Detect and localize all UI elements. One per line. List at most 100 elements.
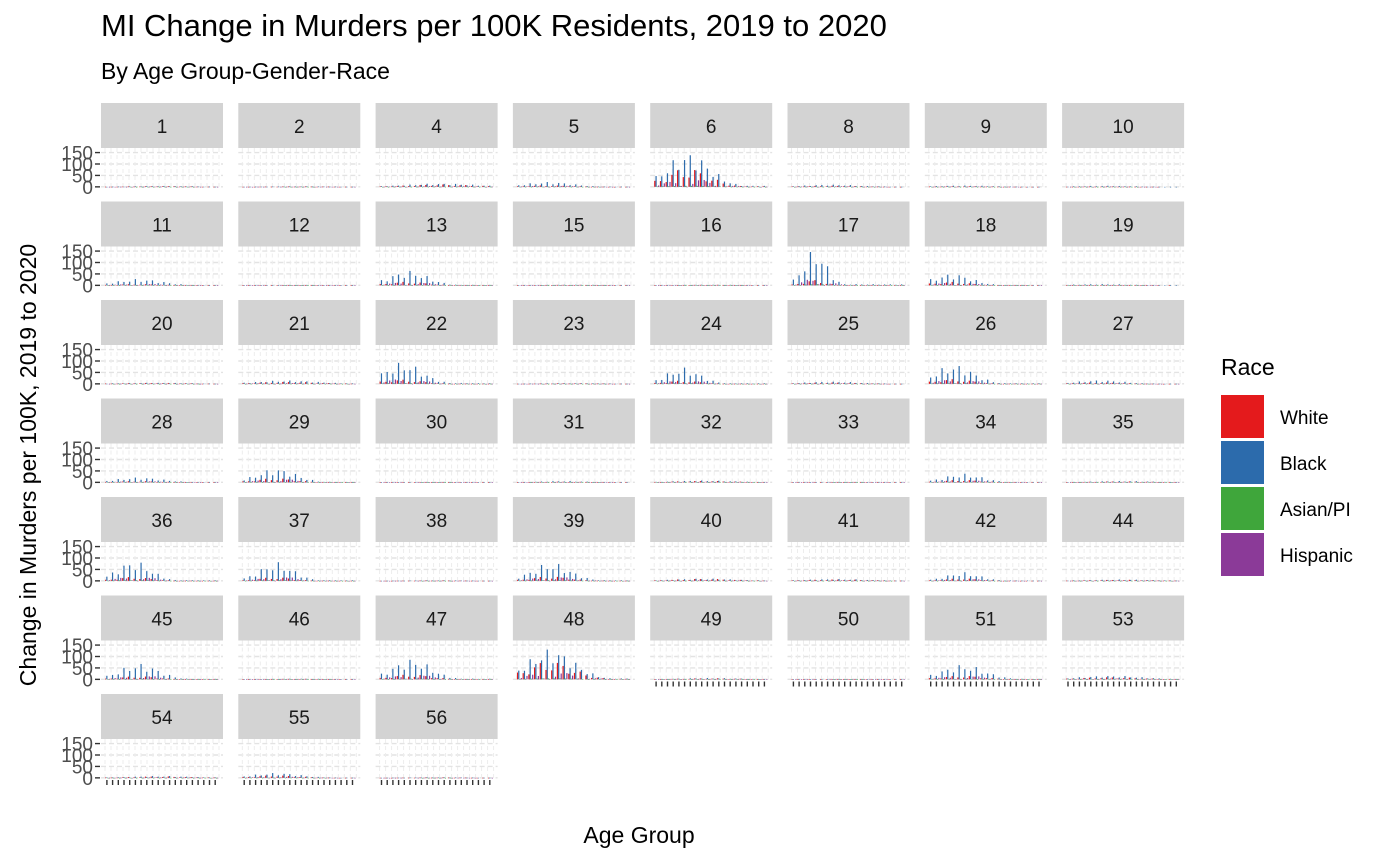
data-bar	[806, 482, 808, 483]
data-bar	[163, 776, 165, 778]
data-bar	[1141, 186, 1143, 188]
data-bar	[193, 679, 195, 680]
data-bar	[113, 777, 115, 779]
data-bar	[708, 482, 710, 483]
data-bar	[1138, 383, 1140, 385]
data-bar	[394, 580, 396, 582]
data-bar	[579, 284, 581, 286]
data-bar	[606, 186, 608, 188]
data-bar	[697, 580, 700, 582]
data-bar	[313, 186, 315, 188]
data-bar	[679, 679, 681, 680]
data-bar	[835, 482, 837, 483]
data-bar	[105, 383, 107, 385]
data-bar	[875, 679, 877, 680]
data-bar	[173, 678, 175, 680]
data-bar	[722, 481, 724, 483]
data-bar	[465, 285, 467, 286]
data-bar	[400, 186, 402, 188]
data-bar	[379, 381, 381, 384]
data-bar	[389, 283, 391, 286]
data-bar	[762, 580, 764, 582]
data-bar	[600, 186, 602, 188]
data-bar	[566, 577, 568, 581]
data-bar	[158, 285, 161, 286]
data-bar	[139, 579, 141, 581]
facet-strip	[787, 497, 910, 542]
data-bar	[966, 284, 968, 286]
data-bar	[165, 777, 167, 779]
data-bar	[723, 579, 726, 581]
data-bar	[129, 281, 131, 286]
data-bar	[301, 580, 304, 582]
data-bar	[569, 571, 571, 581]
data-bar	[1121, 678, 1123, 680]
data-bar	[1085, 482, 1087, 483]
data-bar	[182, 186, 185, 188]
data-bar	[848, 482, 850, 483]
data-bar	[623, 679, 625, 680]
data-bar	[380, 580, 383, 582]
data-bar	[989, 186, 991, 188]
data-bar	[1104, 679, 1106, 680]
data-bar	[974, 480, 976, 483]
data-bar	[600, 285, 602, 286]
data-bar	[246, 481, 248, 483]
data-bar	[114, 186, 116, 188]
data-bar	[340, 580, 342, 581]
data-bar	[409, 270, 411, 286]
data-bar	[945, 282, 948, 286]
data-bar	[1006, 482, 1008, 483]
data-bar	[348, 383, 350, 385]
data-bar	[526, 579, 528, 581]
data-bar	[213, 482, 215, 483]
data-bar	[196, 482, 198, 483]
data-bar	[287, 578, 290, 581]
facet-label: 48	[563, 610, 584, 631]
data-bar	[154, 676, 156, 680]
data-bar	[552, 481, 554, 483]
data-bar	[477, 285, 479, 286]
data-bar	[198, 679, 200, 680]
data-bar	[299, 382, 301, 384]
data-bar	[545, 669, 547, 680]
data-bar	[758, 580, 760, 581]
data-bar	[952, 575, 955, 581]
data-bar	[1164, 678, 1166, 680]
data-bar	[139, 186, 141, 188]
data-bar	[386, 580, 388, 582]
data-bar	[437, 381, 440, 384]
data-bar	[297, 285, 299, 286]
data-bar	[964, 473, 966, 483]
data-bar	[280, 383, 282, 385]
y-tick-label: 150	[61, 341, 93, 362]
data-bar	[736, 580, 738, 582]
data-bar	[351, 383, 354, 385]
data-bar	[1169, 482, 1172, 483]
data-bar	[163, 382, 165, 384]
data-bar	[327, 482, 329, 483]
data-bar	[673, 482, 676, 483]
data-bar	[654, 481, 656, 483]
data-bar	[1081, 482, 1083, 483]
data-bar	[294, 285, 297, 286]
data-bar	[466, 383, 468, 384]
data-bar	[1067, 284, 1069, 286]
data-bar	[958, 366, 960, 384]
data-bar	[420, 376, 422, 384]
data-bar	[1135, 383, 1137, 384]
data-bar	[346, 285, 348, 286]
data-bar	[317, 381, 319, 384]
data-bar	[708, 285, 710, 286]
data-bar	[868, 383, 870, 385]
data-bar	[137, 679, 139, 680]
data-bar	[416, 678, 418, 680]
data-bar	[1149, 678, 1151, 680]
data-bar	[454, 183, 457, 187]
data-bar	[753, 679, 755, 680]
data-bar	[382, 285, 384, 286]
data-bar	[562, 185, 564, 187]
facet-strip	[101, 595, 223, 641]
data-bar	[1069, 383, 1072, 385]
data-bar	[284, 481, 286, 483]
